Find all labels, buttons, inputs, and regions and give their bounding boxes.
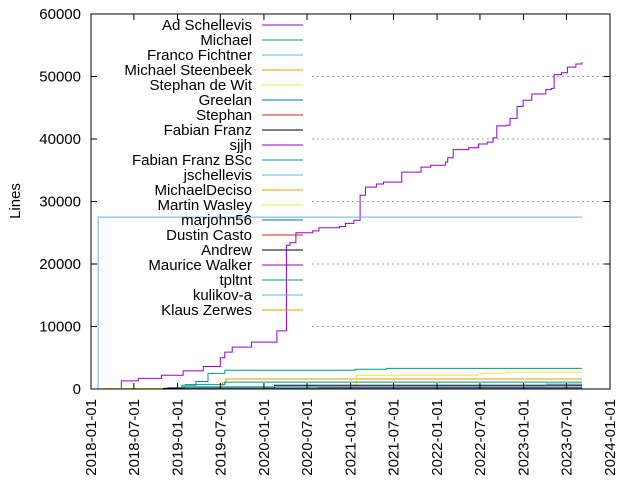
y-tick-label: 50000 — [39, 69, 81, 86]
legend-label: Michael — [200, 32, 252, 49]
x-tick-label: 2023-07-01 — [558, 399, 575, 476]
legend-label: marjohn56 — [181, 212, 252, 229]
x-tick-label: 2024-01-01 — [602, 399, 619, 476]
series-line-ad-schellevis — [120, 62, 583, 390]
x-tick-label: 2020-01-01 — [256, 399, 273, 476]
y-tick-label: 20000 — [39, 256, 81, 273]
x-tick-label: 2019-01-01 — [169, 399, 186, 476]
legend-label: tpltnt — [219, 272, 252, 289]
x-tick-label: 2018-01-01 — [83, 399, 100, 476]
series-line-jschellevis — [180, 383, 582, 387]
axes: 0 10000 20000 30000 40000 50000 60000 2018-01-0… — [39, 6, 619, 476]
x-tick-label: 2019-07-01 — [212, 399, 229, 476]
series-line-stephan-de-wit — [101, 371, 582, 389]
legend-label: Andrew — [201, 242, 252, 259]
y-tick-label: 60000 — [39, 6, 81, 23]
y-tick-label: 0 — [73, 381, 81, 398]
legend-label: Martin Wasley — [158, 197, 253, 214]
legend-label: Ad Schellevis — [162, 17, 252, 34]
series-line-fabian-franz-bsc — [184, 381, 582, 386]
grid — [312, 76, 610, 327]
legend-label: Franco Fichtner — [147, 47, 252, 64]
legend-label: Maurice Walker — [148, 257, 252, 274]
x-tick-label: 2022-07-01 — [472, 399, 489, 476]
y-tick-label: 40000 — [39, 131, 81, 148]
legend-label: Fabian Franz — [164, 122, 252, 139]
y-tick-label: 10000 — [39, 319, 81, 336]
legend-label: Stephan de Wit — [149, 77, 252, 94]
legend-label: jschellevis — [183, 167, 252, 184]
legend-label: sjjh — [229, 137, 252, 154]
legend-label: Dustin Casto — [166, 227, 252, 244]
series-line-greelan — [167, 386, 583, 389]
y-axis-label: Lines — [7, 183, 24, 219]
x-tick-label: 2021-07-01 — [385, 399, 402, 476]
legend-label: Michael Steenbeek — [124, 62, 252, 79]
x-tick-label: 2022-01-01 — [429, 399, 446, 476]
x-tick-label: 2020-07-01 — [299, 399, 316, 476]
series-lines — [97, 62, 583, 390]
legend-label: kulikov-a — [193, 287, 253, 304]
legend-label: Fabian Franz BSc — [132, 152, 253, 169]
legend-label: MichaelDeciso — [154, 182, 252, 199]
legend-label: Greelan — [199, 92, 252, 109]
y-tick-label: 30000 — [39, 194, 81, 211]
x-tick-label: 2023-01-01 — [516, 399, 533, 476]
x-tick-label: 2018-07-01 — [126, 399, 143, 476]
legend-label: Klaus Zerwes — [161, 302, 252, 319]
x-tick-label: 2021-01-01 — [343, 399, 360, 476]
series-line-michael — [163, 367, 582, 390]
legend-label: Stephan — [196, 107, 252, 124]
